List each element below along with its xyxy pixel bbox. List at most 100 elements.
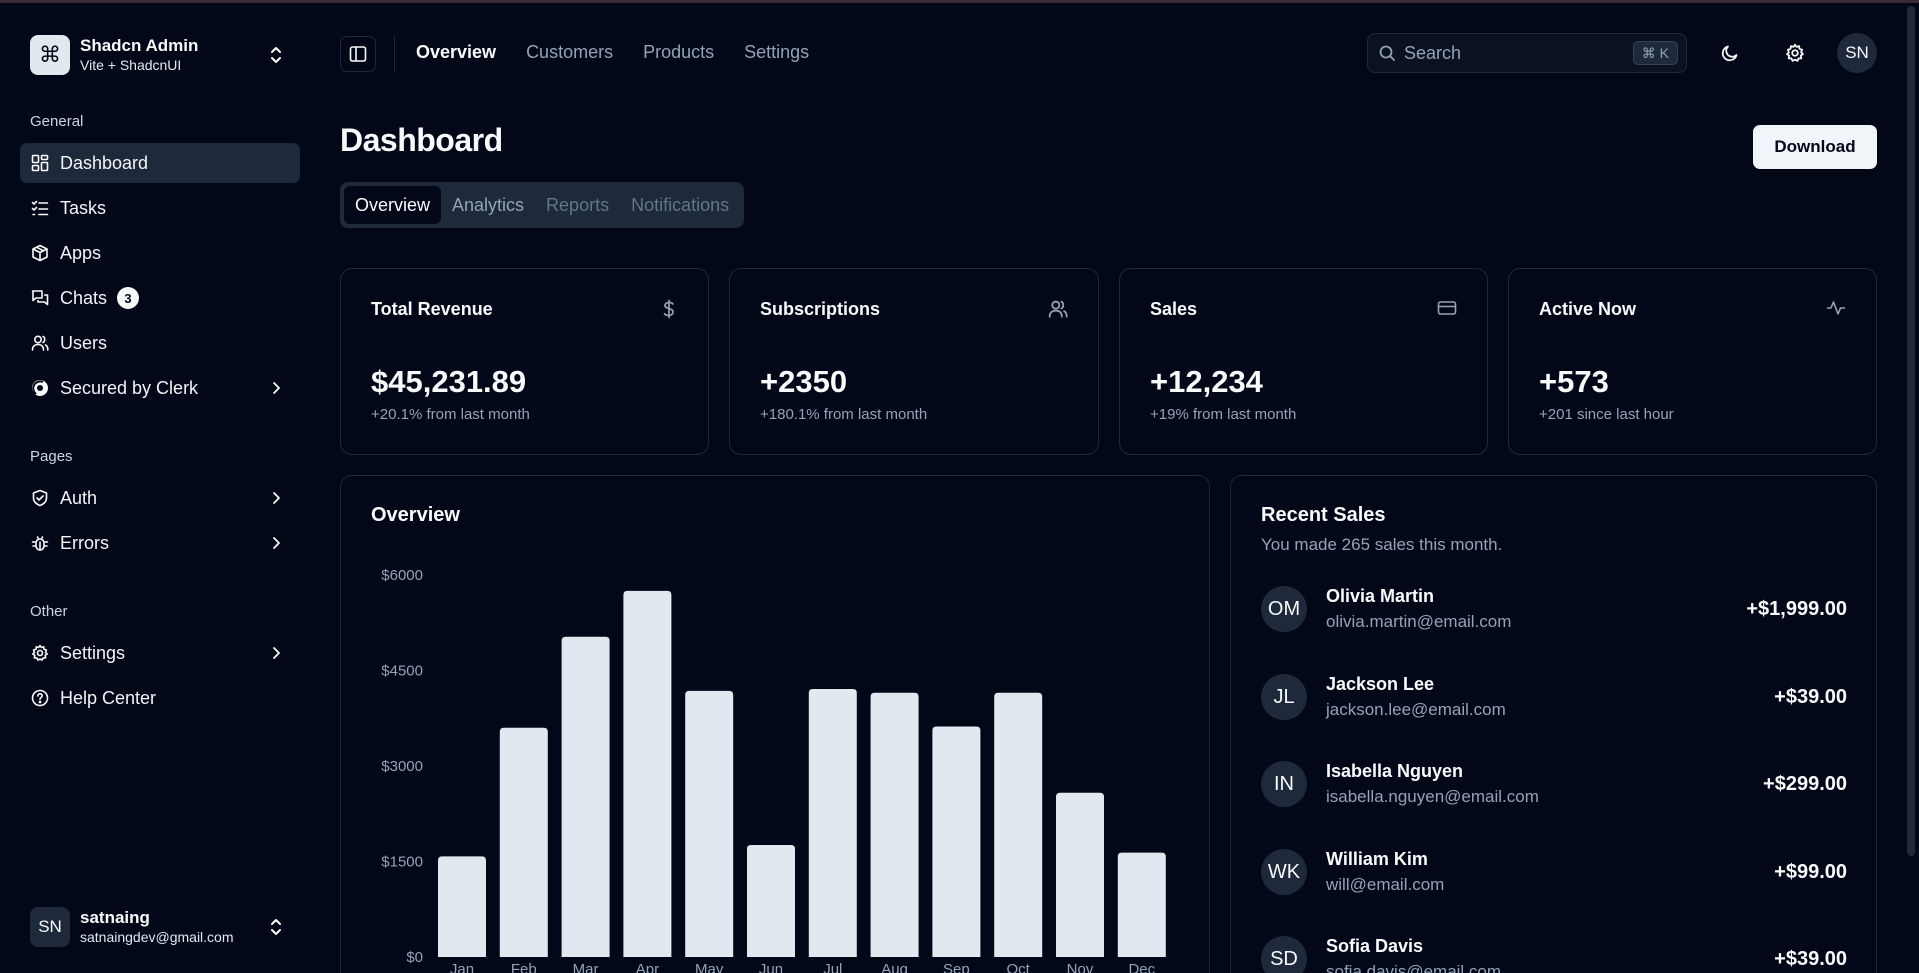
sale-amount: +$99.00 (1774, 861, 1847, 883)
sidebar-item-help-center[interactable]: Help Center (20, 678, 300, 718)
sidebar-item-label: Users (60, 332, 108, 353)
avatar: IN (1261, 761, 1307, 807)
chevrons-up-down-icon (266, 914, 286, 940)
chevron-right-icon (268, 379, 284, 402)
settings-button[interactable] (1775, 33, 1815, 73)
search-input[interactable]: Search ⌘ K (1367, 33, 1687, 73)
sale-customer-email: sofia.davis@email.com (1326, 962, 1502, 973)
bar-dec[interactable] (1117, 852, 1166, 957)
package-icon (30, 243, 50, 263)
sale-item: OM Olivia Martin olivia.martin@email.com… (1261, 586, 1847, 636)
layout-dashboard-icon (30, 153, 50, 173)
x-tick-label: Jun (759, 961, 783, 973)
bar-oct[interactable] (994, 692, 1043, 957)
top-nav-overview[interactable]: Overview (416, 42, 497, 62)
x-tick-label: Oct (1007, 961, 1031, 973)
user-menu[interactable]: SN satnaing satnaingdev@gmail.com (20, 901, 296, 953)
sidebar-item-secured-by-clerk[interactable]: Secured by Clerk (20, 368, 300, 408)
top-nav-products[interactable]: Products (643, 42, 715, 62)
bar-jan[interactable] (438, 856, 486, 957)
bar-jul[interactable] (808, 688, 857, 957)
stat-card-sales: Sales +12,234 +19% from last month (1119, 268, 1488, 455)
tab-notifications[interactable]: Notifications (631, 194, 730, 215)
sale-customer-email: olivia.martin@email.com (1326, 612, 1512, 631)
x-tick-label: Nov (1067, 961, 1094, 973)
sidebar-item-dashboard[interactable]: Dashboard (20, 143, 300, 183)
group-label-pages: Pages (30, 448, 73, 465)
sidebar-item-errors[interactable]: Errors (20, 523, 300, 563)
dashboard-tabs: Overview Analytics Reports Notifications (340, 182, 745, 228)
bar-nov[interactable] (1056, 792, 1104, 957)
sale-item: WK William Kim will@email.com +$99.00 (1261, 849, 1847, 899)
profile-avatar-button[interactable]: SN (1837, 33, 1877, 73)
overview-title: Overview (371, 504, 460, 526)
sale-item: IN Isabella Nguyen isabella.nguyen@email… (1261, 761, 1847, 811)
sale-amount: +$39.00 (1774, 948, 1847, 970)
chevron-right-icon (268, 534, 284, 557)
top-nav-customers[interactable]: Customers (526, 42, 614, 62)
search-shortcut: ⌘ K (1632, 41, 1678, 65)
recent-sales-card: Recent Sales You made 265 sales this mon… (1230, 475, 1877, 973)
theme-toggle-button[interactable] (1710, 33, 1750, 73)
bar-may[interactable] (685, 690, 734, 957)
sidebar-item-auth[interactable]: Auth (20, 478, 300, 518)
stat-change: +180.1% from last month (760, 406, 928, 423)
stat-card-subscriptions: Subscriptions +2350 +180.1% from last mo… (729, 268, 1099, 455)
stat-value: +12,234 (1150, 364, 1263, 399)
y-tick-label: $4500 (381, 663, 423, 680)
recent-sales-title: Recent Sales (1261, 504, 1386, 526)
bar-feb[interactable] (499, 727, 548, 957)
download-button[interactable]: Download (1753, 125, 1877, 169)
tab-reports[interactable]: Reports (546, 194, 610, 215)
tab-analytics[interactable]: Analytics (452, 194, 525, 215)
sidebar-item-label: Tasks (60, 197, 107, 218)
sidebar-item-apps[interactable]: Apps (20, 233, 300, 273)
bar-aug[interactable] (870, 692, 919, 957)
credit-card-icon (1437, 299, 1457, 322)
top-nav-settings[interactable]: Settings (744, 42, 810, 62)
sale-customer-email: jackson.lee@email.com (1326, 700, 1506, 719)
sidebar-item-settings[interactable]: Settings (20, 633, 300, 673)
shield-check-icon (30, 488, 50, 508)
sale-customer-email: isabella.nguyen@email.com (1326, 787, 1539, 806)
stat-change: +20.1% from last month (371, 406, 530, 423)
bar-apr[interactable] (623, 590, 672, 957)
users-icon (30, 333, 50, 353)
tab-overview[interactable]: Overview (344, 186, 442, 224)
bar-mar[interactable] (561, 636, 610, 957)
window-top-border (0, 0, 1919, 3)
settings-icon (30, 643, 50, 663)
activity-icon (1826, 299, 1846, 322)
chevrons-up-down-icon (266, 42, 286, 68)
sale-customer-name: Isabella Nguyen (1326, 761, 1464, 781)
moon-icon (1721, 45, 1738, 62)
sidebar-item-chats[interactable]: Chats 3 (20, 278, 300, 318)
messages-icon (30, 288, 50, 308)
sale-customer-name: William Kim (1326, 849, 1428, 869)
x-tick-label: Sep (943, 961, 970, 973)
y-tick-label: $0 (406, 949, 423, 966)
team-subtitle: Vite + ShadcnUI (80, 57, 182, 73)
x-tick-label: Apr (636, 961, 659, 973)
avatar: OM (1261, 586, 1307, 632)
bar-sep[interactable] (932, 726, 981, 957)
stat-title: Total Revenue (371, 299, 493, 319)
chevron-right-icon (268, 489, 284, 512)
bar-jun[interactable] (747, 844, 795, 957)
page-title: Dashboard (340, 122, 503, 158)
sidebar-item-label: Apps (60, 242, 102, 263)
page-scrollbar[interactable] (1907, 6, 1915, 856)
sidebar-item-label: Dashboard (60, 152, 149, 173)
users-icon (1048, 299, 1068, 324)
chevron-right-icon (268, 644, 284, 667)
chats-count-badge: 3 (117, 287, 140, 309)
sidebar-toggle-button[interactable] (340, 36, 376, 72)
sidebar-item-tasks[interactable]: Tasks (20, 188, 300, 228)
sidebar-item-label: Auth (60, 487, 98, 508)
sidebar-item-users[interactable]: Users (20, 323, 300, 363)
stat-title: Active Now (1539, 299, 1637, 319)
sale-amount: +$1,999.00 (1746, 598, 1847, 620)
panel-left-icon (349, 46, 367, 62)
team-switcher[interactable]: ⌘ Shadcn Admin Vite + ShadcnUI (20, 27, 296, 83)
dollar-icon (660, 299, 678, 324)
